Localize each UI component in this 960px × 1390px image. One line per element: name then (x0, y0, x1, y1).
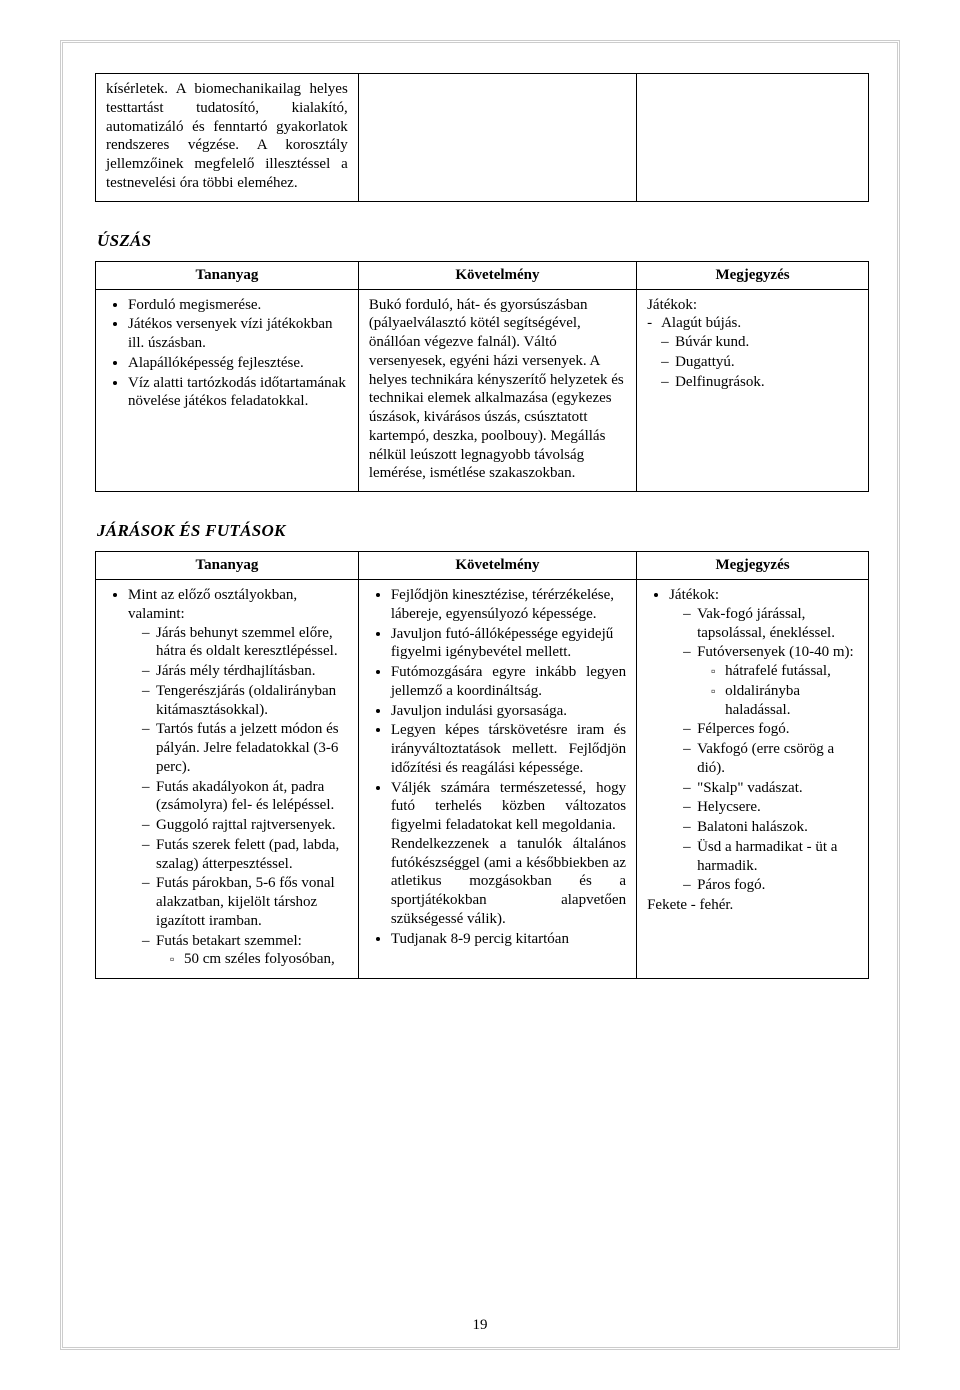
sub-intro: Futás betakart szemmel: (156, 933, 302, 949)
top-cell-c (637, 74, 869, 202)
top-continuation-table: kísérletek. A biomechanikailag helyes te… (95, 73, 869, 202)
page-frame: kísérletek. A biomechanikailag helyes te… (60, 40, 900, 1350)
top-cell-text: kísérletek. A biomechanikailag helyes te… (106, 80, 348, 193)
top-cell-b (358, 74, 636, 202)
jarasok-header-a: Tananyag (96, 552, 359, 580)
list-item: Váljék számára természetessé, hogy futó … (391, 779, 626, 929)
list-item: Forduló megismerése. (128, 296, 348, 315)
uszas-cell-c: Játékok: Alagút bújás. Búvár kund. Dugat… (637, 289, 869, 492)
list-item: 50 cm széles folyosóban, (170, 950, 348, 969)
uszas-header-c: Megjegyzés (637, 261, 869, 289)
section-heading-jarasok: JÁRÁSOK ÉS FUTÁSOK (97, 520, 869, 541)
uszas-table: Tananyag Követelmény Megjegyzés Forduló … (95, 261, 869, 492)
list-item: Futás akadályokon át, padra (zsámolyra) … (142, 778, 348, 816)
uszas-header-b: Követelmény (358, 261, 636, 289)
jarasok-cell-c: Játékok: Vak-fogó járással, tapsolással,… (637, 580, 869, 979)
list-item: Delfinugrások. (661, 373, 858, 392)
list-item: Futás szerek felett (pad, labda, szalag)… (142, 836, 348, 874)
jarasok-header-b: Követelmény (358, 552, 636, 580)
sub-intro: Futóversenyek (10-40 m): (697, 644, 854, 660)
list-item: Mint az előző osztályokban, valamint: Já… (128, 586, 348, 969)
section-heading-uszas: ÚSZÁS (97, 230, 869, 251)
list-item: Vakfogó (erre csörög a dió). (683, 740, 858, 778)
list-item: Dugattyú. (661, 353, 858, 372)
list-item: Járás mély térdhajlításban. (142, 662, 348, 681)
list-item: Javuljon futó-állóképessége egyidejű fig… (391, 625, 626, 663)
list-item: Futás betakart szemmel: 50 cm széles fol… (142, 932, 348, 970)
uszas-cell-a: Forduló megismerése. Játékos versenyek v… (96, 289, 359, 492)
list-item: Víz alatti tartózkodás időtartamának növ… (128, 374, 348, 412)
intro-text: Mint az előző osztályokban, valamint: (128, 587, 297, 622)
notes-lead: Játékok: (669, 587, 719, 603)
list-item: Páros fogó. (683, 876, 858, 895)
list-item: Játékos versenyek vízi játékokban ill. ú… (128, 315, 348, 353)
uszas-req-text: Bukó forduló, hát- és gyorsúszásban (pál… (369, 296, 626, 484)
list-item: Futómozgására egyre inkább legyen jellem… (391, 663, 626, 701)
list-item: hátrafelé futással, (711, 662, 858, 681)
jarasok-cell-b: Fejlődjön kinesztézise, térérzékelése, l… (358, 580, 636, 979)
jarasok-cell-a: Mint az előző osztályokban, valamint: Já… (96, 580, 359, 979)
list-item: Guggoló rajttal rajtversenyek. (142, 816, 348, 835)
list-item: Javuljon indulási gyorsasága. (391, 702, 626, 721)
list-item: Alapállóképesség fejlesztése. (128, 354, 348, 373)
uszas-header-a: Tananyag (96, 261, 359, 289)
list-item: Legyen képes társkövetésre iram és irány… (391, 721, 626, 777)
list-item: Tartós futás a jelzett módon és pályán. … (142, 720, 348, 776)
list-item: Vak-fogó járással, tapsolással, énekléss… (683, 605, 858, 643)
list-item: Alagút bújás. (647, 314, 858, 333)
list-item: Futóversenyek (10-40 m): hátrafelé futás… (683, 643, 858, 719)
top-cell-a: kísérletek. A biomechanikailag helyes te… (96, 74, 359, 202)
uszas-notes-lead: Játékok: (647, 296, 858, 315)
notes-tail: Fekete - fehér. (647, 896, 858, 915)
jarasok-table: Tananyag Követelmény Megjegyzés Mint az … (95, 551, 869, 979)
uszas-cell-b: Bukó forduló, hát- és gyorsúszásban (pál… (358, 289, 636, 492)
list-item: Helycsere. (683, 798, 858, 817)
list-item: Üsd a harmadikat - üt a harmadik. (683, 838, 858, 876)
jarasok-header-c: Megjegyzés (637, 552, 869, 580)
list-item: Játékok: Vak-fogó járással, tapsolással,… (669, 586, 858, 895)
list-item: Futás párokban, 5-6 fős vonal alakzatban… (142, 874, 348, 930)
list-item: Balatoni halászok. (683, 818, 858, 837)
list-item: Járás behunyt szemmel előre, hátra és ol… (142, 624, 348, 662)
list-item: oldalirányba haladással. (711, 682, 858, 720)
list-item: Fejlődjön kinesztézise, térérzékelése, l… (391, 586, 626, 624)
list-item: "Skalp" vadászat. (683, 779, 858, 798)
list-item: Tengerészjárás (oldalirányban kitámasztá… (142, 682, 348, 720)
list-item: Búvár kund. (661, 333, 858, 352)
list-item: Tudjanak 8-9 percig kitartóan (391, 930, 626, 949)
page-number: 19 (63, 1316, 897, 1335)
list-item: Félperces fogó. (683, 720, 858, 739)
